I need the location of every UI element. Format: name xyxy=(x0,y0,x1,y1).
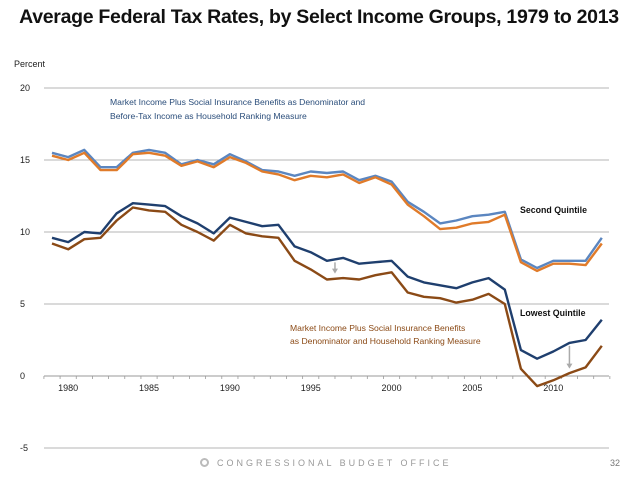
series-lines xyxy=(51,148,603,388)
gridlines xyxy=(44,87,609,449)
y-tick-0: 0 xyxy=(20,371,25,381)
x-tick-2010: 2010 xyxy=(543,383,563,393)
footer-org: CONGRESSIONAL BUDGET OFFICE xyxy=(200,458,452,468)
x-tick-2005: 2005 xyxy=(462,383,482,393)
y-tick-20: 20 xyxy=(20,83,30,93)
annotation-arrows xyxy=(331,262,573,369)
y-tick-15: 15 xyxy=(20,155,30,165)
series-line-4 xyxy=(51,206,603,388)
x-tick-labels: 1980 1985 1990 1995 2000 2005 2010 xyxy=(58,383,563,393)
x-tick-1980: 1980 xyxy=(58,383,78,393)
series-line-2 xyxy=(51,151,603,273)
series-line-3 xyxy=(51,201,603,360)
page-number: 32 xyxy=(610,458,621,468)
x-tick-1995: 1995 xyxy=(301,383,321,393)
x-axis xyxy=(43,375,611,379)
x-tick-1985: 1985 xyxy=(139,383,159,393)
bottom-annotation-line2: as Denominator and Household Ranking Mea… xyxy=(290,336,481,346)
arrow-1-head xyxy=(331,268,338,274)
y-tick-labels: -5 0 5 10 15 20 xyxy=(20,83,30,453)
top-annotation-line2: Before-Tax Income as Household Ranking M… xyxy=(110,111,307,121)
top-annotation-line1: Market Income Plus Social Insurance Bene… xyxy=(110,97,365,107)
bottom-annotation-line1: Market Income Plus Social Insurance Bene… xyxy=(290,323,465,333)
lowest-quintile-label: Lowest Quintile xyxy=(520,308,586,318)
footer-org-text: CONGRESSIONAL BUDGET OFFICE xyxy=(217,458,452,468)
chart-title: Average Federal Tax Rates, by Select Inc… xyxy=(19,6,619,28)
second-quintile-label: Second Quintile xyxy=(520,205,587,215)
y-tick-5: 5 xyxy=(20,299,25,309)
y-tick--5: -5 xyxy=(20,443,28,453)
x-tick-2000: 2000 xyxy=(382,383,402,393)
x-tick-1990: 1990 xyxy=(220,383,240,393)
cbo-logo-icon xyxy=(200,458,209,467)
y-axis-label: Percent xyxy=(14,59,46,69)
y-tick-10: 10 xyxy=(20,227,30,237)
arrow-2-head xyxy=(566,363,573,369)
